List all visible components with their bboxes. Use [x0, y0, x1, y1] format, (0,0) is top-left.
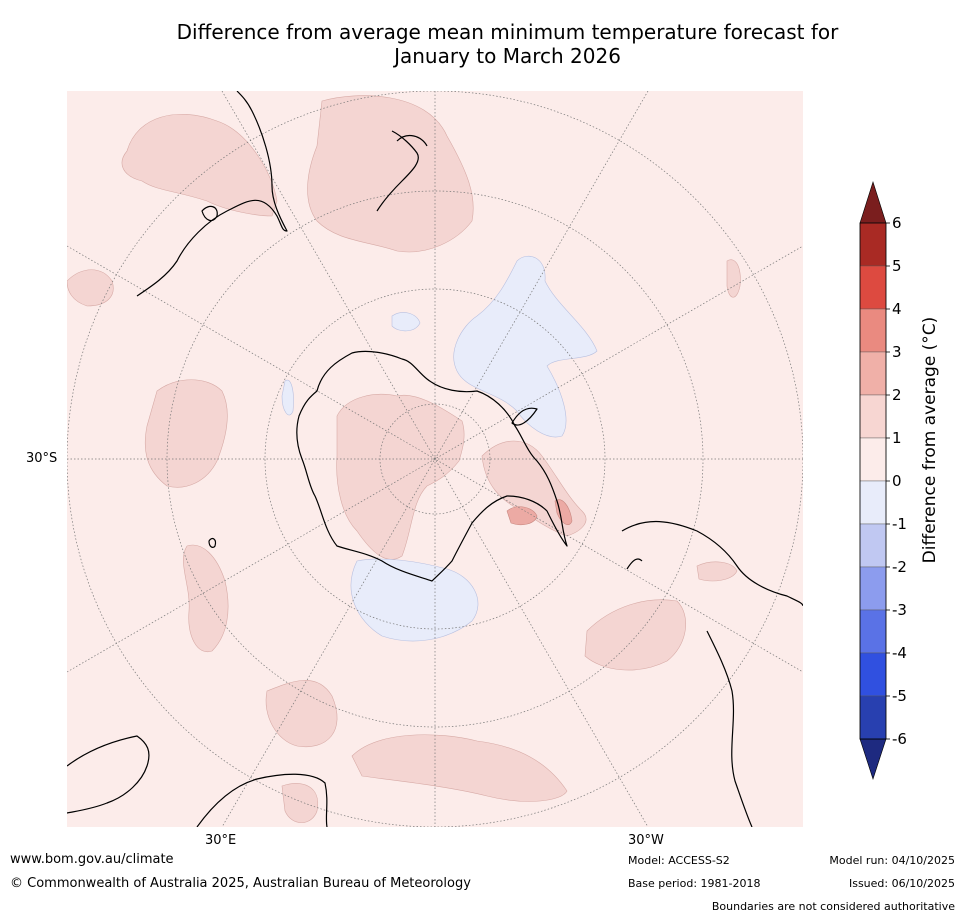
colorbar-tick-label: 6	[892, 214, 902, 232]
coastline-south-america	[621, 521, 803, 827]
coastline-new-zealand	[376, 130, 428, 212]
footer-website: www.bom.gov.au/climate	[10, 852, 174, 867]
coastline-australia	[136, 91, 288, 297]
colorbar-swatch	[859, 308, 887, 353]
coastline-antarctica	[296, 350, 568, 582]
footer-copyright: © Commonwealth of Australia 2025, Austra…	[10, 876, 471, 891]
anomaly-area-drake	[696, 561, 738, 582]
colorbar-swatch	[859, 480, 887, 525]
anomaly-area-peninsula-warm	[506, 506, 538, 526]
anomaly-area-north-africa-sea	[351, 734, 568, 802]
anomaly-area-ross-sea-cool	[453, 256, 598, 438]
footer-base-period: Base period: 1981-2018	[628, 877, 761, 890]
colorbar-swatch	[859, 652, 887, 697]
anomaly-area-south-of-africa-cool	[350, 558, 479, 642]
colorbar-swatch	[859, 695, 887, 740]
colorbar-tick-label: 2	[892, 386, 902, 404]
longitude-label-west: 30°W	[628, 833, 664, 848]
title-line-2: January to March 2026	[394, 44, 621, 68]
latitude-label: 30°S	[26, 451, 58, 466]
title-line-1: Difference from average mean minimum tem…	[176, 20, 839, 44]
footer-disclaimer: Boundaries are not considered authoritat…	[711, 900, 955, 913]
anomaly-area-south-africa-sea	[183, 544, 229, 653]
colorbar-legend: 6 5 4 3 2 1 0 -1 -2 -3 -4 -5 -6 Difference from aver…	[859, 181, 940, 780]
colorbar-swatch	[859, 523, 887, 568]
anomaly-area-bottom-right	[281, 783, 319, 823]
latitude-circle-60s	[264, 288, 606, 630]
anomaly-area-peninsula-warm-2	[554, 499, 573, 525]
colorbar-extension-top	[859, 181, 887, 224]
anomaly-area-south-atlantic	[265, 680, 338, 748]
colorbar-swatch	[859, 351, 887, 396]
colorbar-swatch	[859, 437, 887, 482]
footer-model-run: Model run: 04/10/2025	[829, 854, 955, 867]
colorbar-swatch	[859, 566, 887, 611]
longitude-label-east: 30°E	[205, 833, 237, 848]
colorbar-tick-label: 0	[892, 472, 902, 490]
latitude-circle-45s	[166, 190, 704, 728]
coastline-south-africa	[67, 735, 328, 827]
forecast-map	[67, 91, 803, 827]
anomaly-area-small-cool	[391, 312, 421, 332]
colorbar-tick-label: -5	[892, 687, 907, 705]
colorbar-tick-label: 4	[892, 300, 902, 318]
colorbar-label: Difference from average (°C)	[920, 317, 940, 564]
anomaly-area-australia	[121, 114, 278, 217]
footer-model: Model: ACCESS-S2	[628, 854, 730, 867]
colorbar-tick-label: 5	[892, 257, 902, 275]
chart-title: Difference from average mean minimum tem…	[60, 20, 955, 68]
colorbar-tick-label: 3	[892, 343, 902, 361]
coastline-tasmania	[201, 205, 218, 222]
anomaly-area-indian-ocean	[144, 379, 228, 488]
anomaly-area-wilkes-cool	[281, 379, 294, 416]
colorbar-tick-label: -6	[892, 730, 907, 748]
anomaly-area-tasman	[307, 95, 474, 253]
footer-issued: Issued: 06/10/2025	[848, 877, 955, 890]
colorbar-swatch	[859, 265, 887, 310]
coastline-antarctic-peninsula	[511, 407, 538, 426]
anomaly-area-south-atlantic-east	[584, 599, 686, 671]
colorbar-swatch	[859, 609, 887, 654]
colorbar-swatch	[859, 394, 887, 439]
colorbar-swatch	[859, 222, 887, 267]
colorbar-tick-label: -3	[892, 601, 907, 619]
anomaly-area-west-indian	[67, 269, 114, 307]
coastline-madagascar	[208, 537, 217, 548]
colorbar-tick-label: 1	[892, 429, 902, 447]
colorbar-tick-label: -4	[892, 644, 907, 662]
colorbar-tick-label: -2	[892, 558, 907, 576]
anomaly-area-antarctic-interior	[336, 393, 465, 560]
colorbar-extension-bottom	[859, 738, 887, 780]
colorbar-tick-label: -1	[892, 515, 907, 533]
